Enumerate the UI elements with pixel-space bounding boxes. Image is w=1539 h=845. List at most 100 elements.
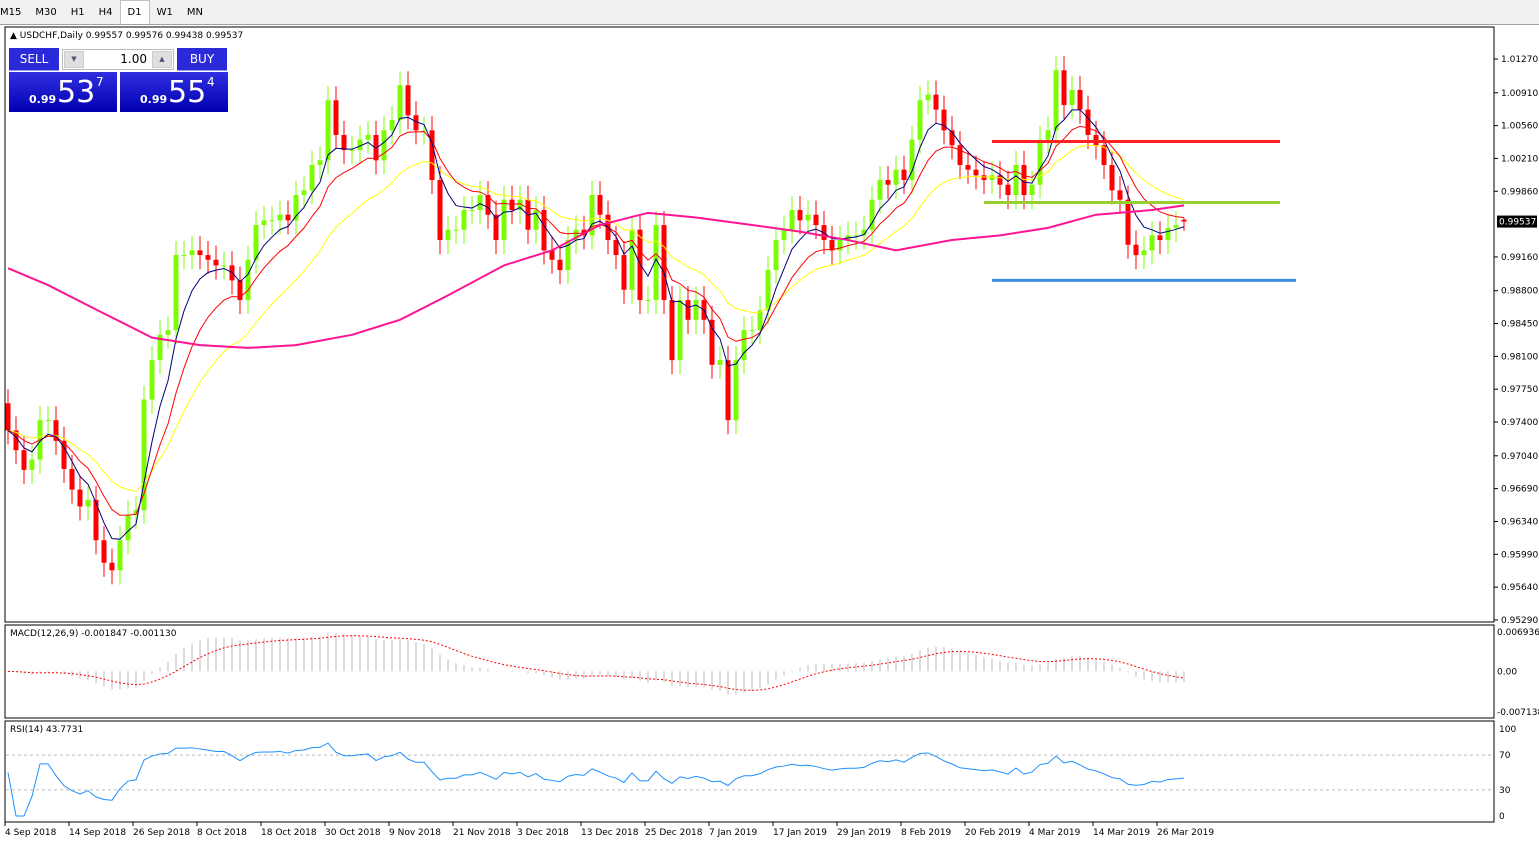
one-click-trading-panel: SELL ▼ 1.00 ▲ BUY 0.99 53 7 0.99 55 4	[9, 48, 228, 112]
candle-body	[653, 225, 659, 301]
candle-body	[445, 229, 451, 241]
candle-body	[285, 214, 291, 221]
current-price-label: 0.99537	[1499, 218, 1536, 228]
candle-body	[741, 330, 747, 361]
candle-body	[869, 199, 875, 230]
candle-body	[357, 139, 363, 150]
sell-button[interactable]: SELL	[9, 48, 59, 71]
candle-body	[109, 562, 115, 571]
candle-body	[1117, 190, 1123, 200]
ma-blue-line	[7, 109, 1185, 540]
candle-body	[5, 403, 11, 431]
x-tick-label: 4 Mar 2019	[1029, 828, 1081, 838]
candle-body	[717, 360, 723, 365]
y-tick-label: 0.95290	[1501, 616, 1538, 626]
candle-body	[245, 259, 251, 301]
candle-body	[541, 210, 547, 251]
candle-body	[709, 319, 715, 365]
tf-m15[interactable]: M15	[0, 7, 22, 18]
candle-body	[421, 130, 427, 132]
x-tick-label: 21 Nov 2018	[453, 828, 511, 838]
x-tick-label: 14 Sep 2018	[69, 828, 126, 838]
candle-body	[149, 360, 155, 400]
tf-m30[interactable]: M30	[35, 7, 57, 18]
candle-body	[765, 270, 771, 311]
candle-body	[117, 540, 123, 571]
candle-body	[941, 109, 947, 131]
y-tick-label: 0.96340	[1501, 517, 1538, 527]
candle-body	[837, 240, 843, 251]
candle-body	[773, 240, 779, 271]
candle-body	[997, 175, 1003, 185]
candle-body	[61, 440, 67, 469]
collapse-triangle-icon[interactable]: ▲	[10, 31, 20, 41]
rsi-tick-label: 30	[1499, 786, 1511, 796]
lot-increase-icon[interactable]: ▲	[152, 51, 172, 68]
x-tick-label: 9 Nov 2018	[389, 828, 441, 838]
candle-body	[1029, 184, 1035, 196]
candle-body	[141, 399, 147, 511]
tf-d1[interactable]: D1	[119, 0, 150, 24]
candle-body	[629, 229, 635, 290]
candle-body	[1053, 70, 1059, 131]
candle-body	[557, 259, 563, 271]
candle-body	[365, 134, 371, 140]
candle-body	[1101, 145, 1107, 166]
candle-body	[813, 214, 819, 226]
candle-body	[493, 214, 499, 241]
main-pane	[4, 26, 1495, 623]
sell-price-prefix: 0.99	[29, 93, 57, 106]
tf-mn[interactable]: MN	[186, 7, 203, 18]
candle-body	[85, 499, 91, 507]
candle-body	[389, 119, 395, 131]
buy-button[interactable]: BUY	[177, 48, 227, 71]
tf-h1[interactable]: H1	[70, 7, 85, 18]
candle-body	[333, 100, 339, 135]
candle-body	[341, 134, 347, 150]
tf-w1[interactable]: W1	[156, 7, 173, 18]
rsi-tick-label: 70	[1499, 751, 1511, 761]
rsi-tick-label: 0	[1499, 812, 1505, 822]
tf-h4[interactable]: H4	[98, 7, 113, 18]
candle-body	[45, 420, 51, 422]
candle-body	[413, 115, 419, 131]
candle-body	[93, 499, 99, 541]
candle-body	[597, 195, 603, 215]
candle-body	[301, 190, 307, 196]
ma-yellow-line	[7, 144, 1185, 493]
candle-body	[501, 199, 507, 241]
buy-price[interactable]: 0.99 55 4	[120, 72, 228, 112]
x-tick-label: 26 Sep 2018	[133, 828, 190, 838]
y-tick-label: 1.01270	[1501, 55, 1538, 65]
candle-body	[989, 175, 995, 181]
buy-price-big: 55	[168, 75, 207, 110]
candle-body	[1085, 109, 1091, 135]
candle-body	[877, 180, 883, 200]
candle-body	[901, 169, 907, 181]
candle-body	[269, 220, 275, 222]
ohlc-readout: 0.99557 0.99576 0.99438 0.99537	[85, 31, 244, 41]
candle-body	[693, 300, 699, 320]
ma-red-line	[7, 125, 1185, 516]
lot-size-input[interactable]: ▼ 1.00 ▲	[62, 49, 174, 70]
x-tick-label: 3 Dec 2018	[517, 828, 569, 838]
candle-body	[885, 180, 891, 185]
lot-value[interactable]: 1.00	[120, 52, 147, 66]
sell-price[interactable]: 0.99 53 7	[9, 72, 117, 112]
candle-body	[13, 430, 19, 451]
lot-decrease-icon[interactable]: ▼	[64, 51, 84, 68]
rsi-pane	[4, 720, 1495, 823]
candle-body	[29, 459, 35, 470]
candle-body	[309, 165, 315, 191]
candle-body	[669, 300, 675, 361]
macd-tick-label: -0.007138	[1497, 708, 1539, 718]
candle-body	[1149, 235, 1155, 251]
x-tick-label: 14 Mar 2019	[1093, 828, 1150, 838]
chart-area[interactable]: 1.012701.009101.005601.002100.998600.991…	[0, 26, 1539, 845]
chart-header: ▲ USDCHF,Daily 0.99557 0.99576 0.99438 0…	[10, 31, 243, 41]
timeframe-toolbar: M15 M30 H1 H4 D1 W1 MN	[0, 0, 1539, 25]
candle-body	[469, 210, 475, 212]
candle-body	[917, 100, 923, 140]
candle-body	[293, 195, 299, 221]
x-tick-label: 29 Jan 2019	[837, 828, 891, 838]
